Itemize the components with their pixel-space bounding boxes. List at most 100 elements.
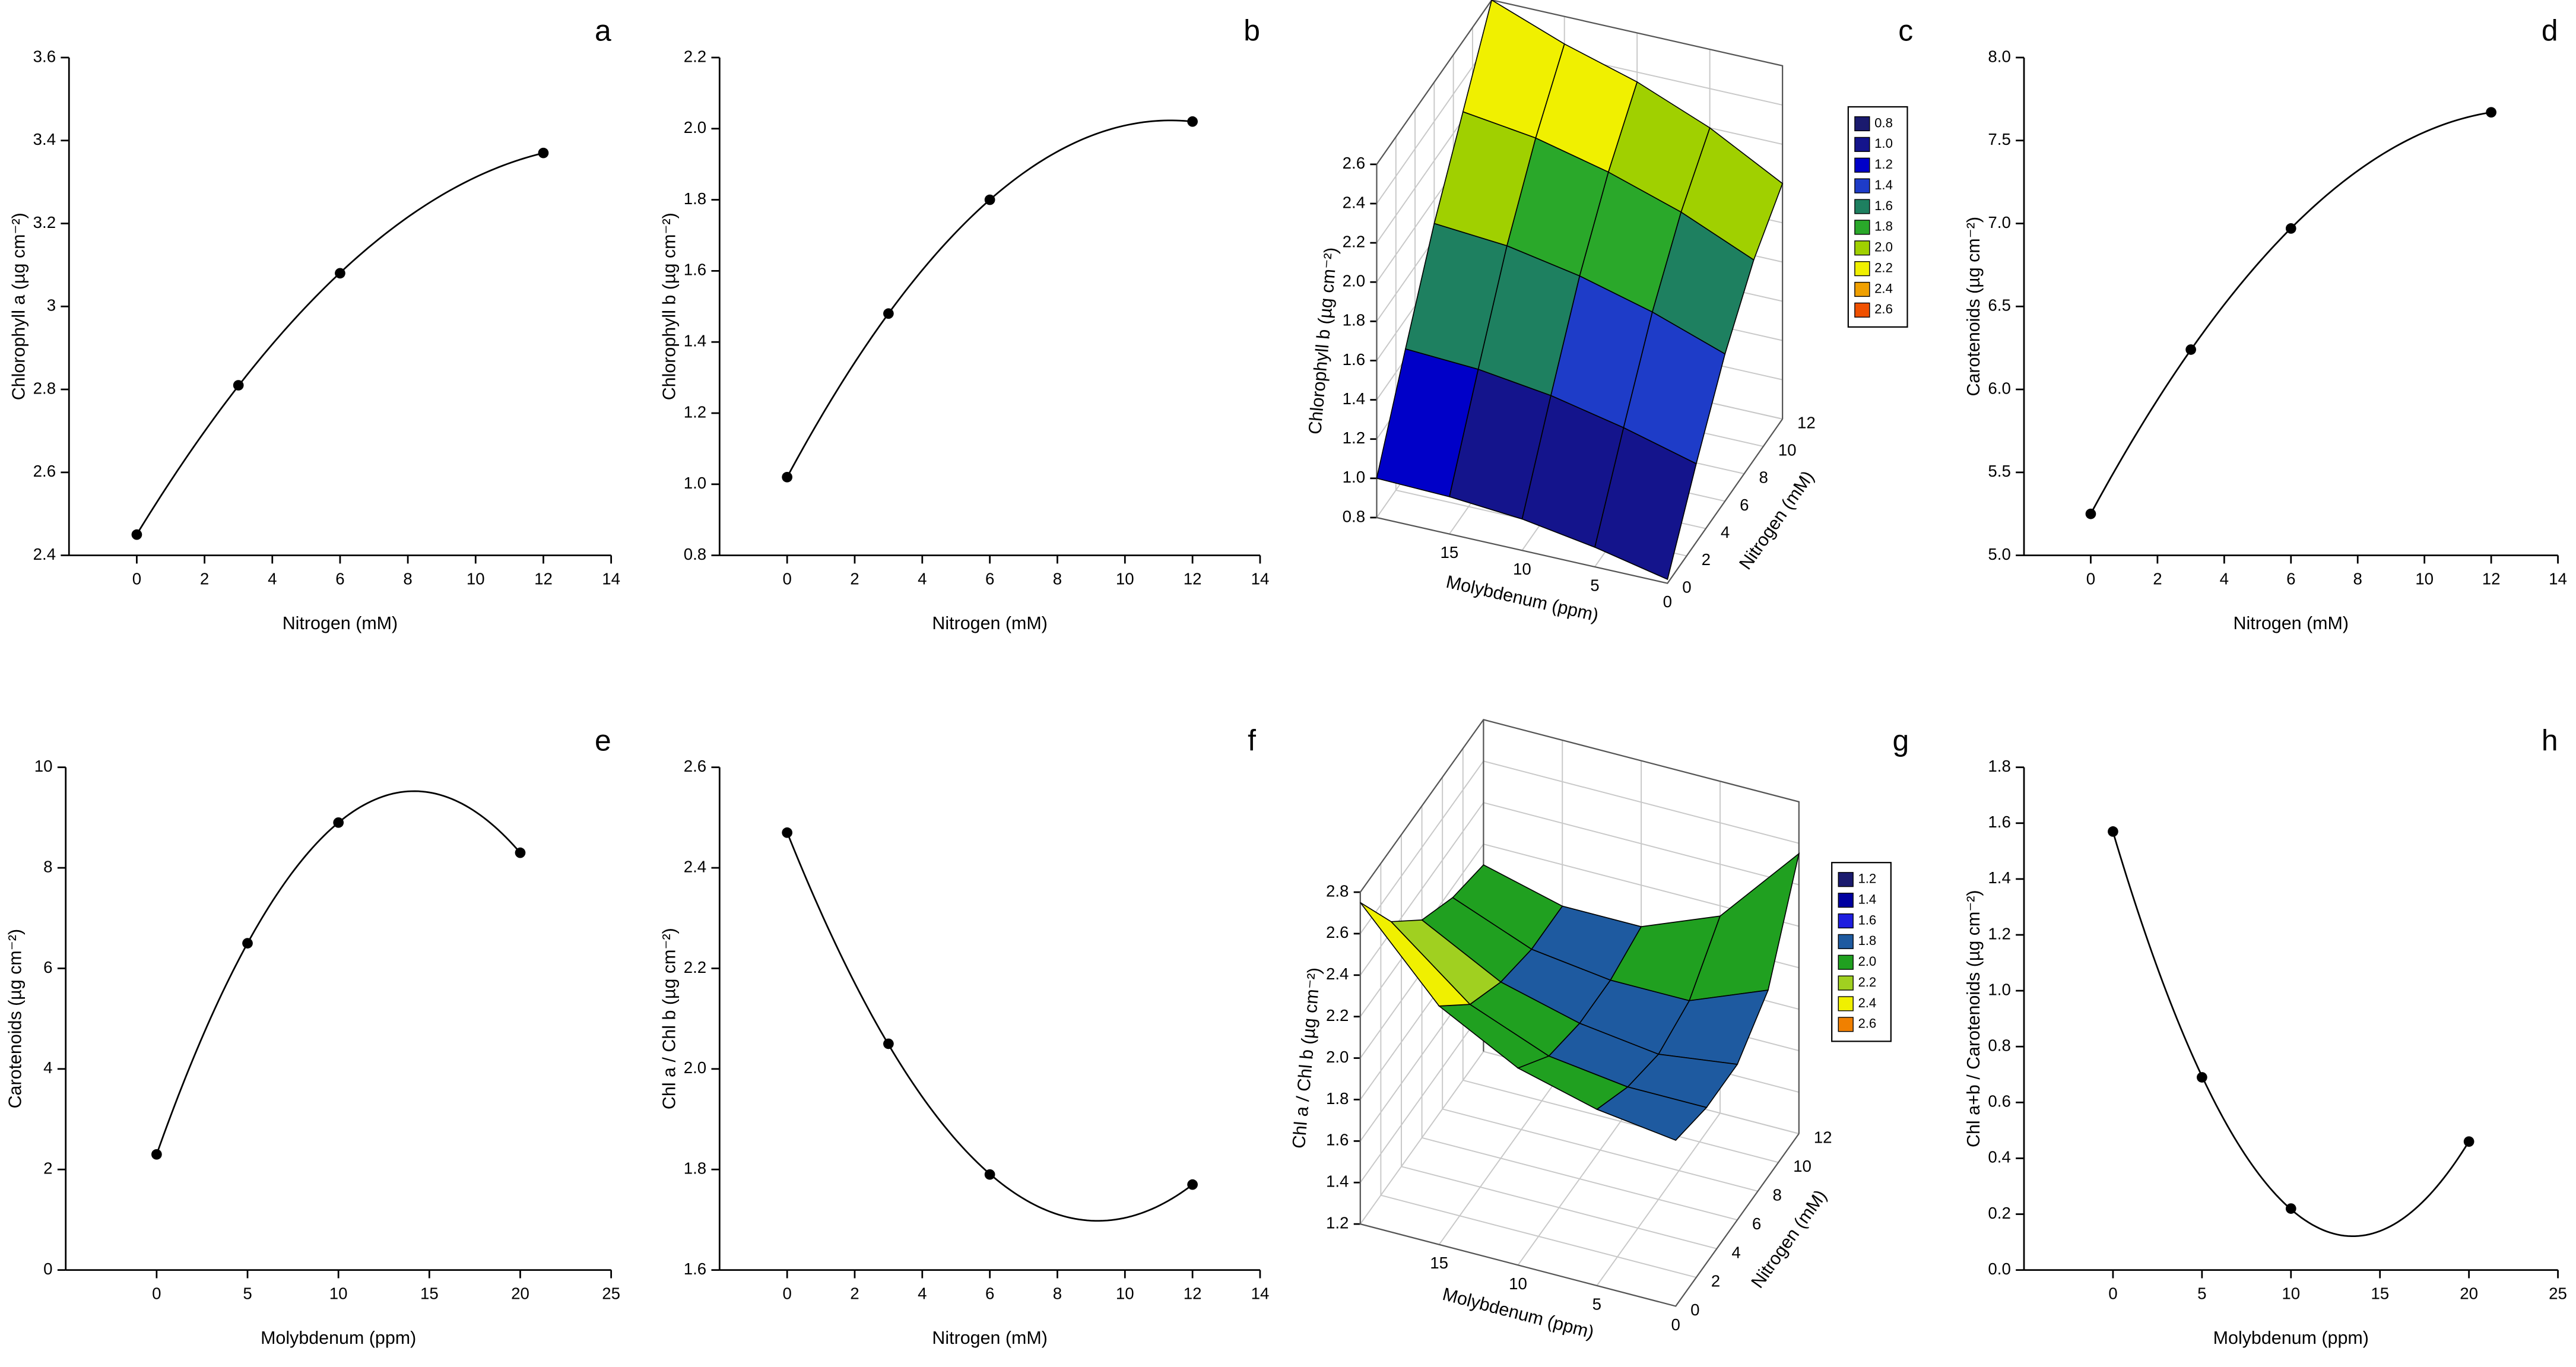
y-tick-label: 1.0 bbox=[1988, 980, 2010, 998]
y-axis-label: Carotenoids (µg cm⁻²) bbox=[5, 929, 26, 1109]
x-tick-label: 14 bbox=[602, 569, 620, 588]
legend-label: 1.6 bbox=[1858, 912, 1876, 927]
panel-letter: c bbox=[1898, 14, 1913, 47]
y-tick-label: 0.8 bbox=[1988, 1036, 2010, 1055]
x-tick-label: 2 bbox=[2153, 569, 2162, 588]
data-point bbox=[1187, 116, 1198, 127]
x-tick-label: 0 bbox=[152, 1284, 161, 1302]
fit-curve bbox=[2090, 111, 2492, 515]
y-tick-label: 1.4 bbox=[1988, 868, 2010, 887]
y-tick-label: 6 bbox=[1740, 496, 1749, 514]
legend-swatch bbox=[1854, 261, 1870, 277]
legend-label: 2.2 bbox=[1858, 975, 1876, 989]
data-point bbox=[984, 194, 995, 205]
y-tick-label: 6.0 bbox=[1988, 379, 2010, 397]
z-tick-label: 1.2 bbox=[1326, 1213, 1349, 1232]
legend-swatch bbox=[1854, 199, 1870, 214]
legend-swatch bbox=[1838, 872, 1854, 887]
z-axis-label: Chlorophyll b (µg cm⁻²) bbox=[1305, 246, 1341, 435]
y-axis-label: Nitrogen (mM) bbox=[1747, 1186, 1831, 1292]
box-edge bbox=[1359, 719, 1800, 1134]
surface-cell bbox=[1360, 902, 1471, 1007]
y-tick-label: 7.5 bbox=[1988, 130, 2010, 148]
legend-swatch bbox=[1854, 137, 1870, 152]
legend-label: 1.6 bbox=[1874, 198, 1893, 213]
x-tick-label: 5 bbox=[1592, 1295, 1601, 1313]
panel-letter: a bbox=[595, 14, 611, 47]
x-tick-label: 15 bbox=[1441, 543, 1459, 562]
legend-swatch bbox=[1838, 996, 1854, 1011]
y-tick-label: 6 bbox=[43, 958, 52, 976]
legend-swatch bbox=[1854, 281, 1870, 297]
legend-swatch bbox=[1838, 913, 1854, 929]
data-point bbox=[538, 147, 549, 158]
z-tick-label: 1.2 bbox=[1343, 429, 1365, 447]
y-tick-label: 7.0 bbox=[1988, 213, 2010, 231]
y-tick-label: 1.2 bbox=[1988, 924, 2010, 943]
z-axis-label: Chl a / Chl b (µg cm⁻²) bbox=[1289, 967, 1325, 1150]
z-tick-label: 0.8 bbox=[1343, 507, 1365, 525]
y-tick-label: 2 bbox=[1702, 550, 1711, 569]
y-tick-label: 1.0 bbox=[684, 474, 706, 492]
legend-label: 1.8 bbox=[1874, 219, 1893, 234]
y-tick-label: 2 bbox=[43, 1159, 52, 1178]
data-point bbox=[2196, 1072, 2207, 1083]
z-tick-label: 2.0 bbox=[1326, 1048, 1349, 1066]
x-tick-label: 20 bbox=[2460, 1284, 2478, 1302]
data-point bbox=[883, 1038, 894, 1049]
y-tick-label: 10 bbox=[1778, 441, 1797, 459]
y-tick-label: 0.2 bbox=[1988, 1204, 2010, 1222]
grid-line bbox=[1380, 863, 1697, 1279]
y-axis-label: Nitrogen (mM) bbox=[1736, 467, 1818, 573]
panel-letter: g bbox=[1893, 724, 1909, 757]
x-tick-label: 10 bbox=[1116, 569, 1134, 588]
y-tick-label: 3 bbox=[47, 296, 56, 315]
legend-label: 1.4 bbox=[1874, 177, 1893, 192]
y-tick-label: 2.2 bbox=[684, 958, 706, 976]
x-tick-label: 0 bbox=[782, 569, 791, 588]
legend-swatch bbox=[1854, 240, 1870, 256]
legend-box bbox=[1831, 862, 1892, 1042]
y-tick-label: 0.0 bbox=[1988, 1260, 2010, 1278]
data-point bbox=[984, 1169, 995, 1180]
legend-swatch bbox=[1838, 892, 1854, 908]
y-tick-label: 2.0 bbox=[684, 118, 706, 137]
y-tick-label: 1.8 bbox=[684, 189, 706, 208]
x-tick-label: 10 bbox=[1116, 1284, 1134, 1302]
legend-label: 1.2 bbox=[1874, 157, 1893, 172]
y-tick-label: 2 bbox=[1711, 1272, 1720, 1290]
y-tick-label: 8.0 bbox=[1988, 47, 2010, 65]
y-tick-label: 5.5 bbox=[1988, 462, 2010, 480]
z-tick-label: 1.6 bbox=[1326, 1131, 1349, 1149]
y-axis-label: Chlorophyll b (µg cm⁻²) bbox=[659, 212, 679, 400]
x-tick-label: 14 bbox=[2549, 569, 2567, 588]
y-tick-label: 8 bbox=[1759, 468, 1768, 487]
legend-label: 2.4 bbox=[1874, 281, 1893, 296]
y-tick-label: 0 bbox=[1690, 1301, 1699, 1319]
x-tick-label: 5 bbox=[243, 1284, 252, 1302]
x-tick-label: 2 bbox=[200, 569, 209, 588]
y-tick-label: 1.6 bbox=[684, 261, 706, 279]
fit-curve bbox=[786, 832, 1193, 1222]
x-tick-label: 0 bbox=[1671, 1315, 1680, 1334]
fit-curve bbox=[156, 790, 521, 1155]
data-point bbox=[515, 847, 526, 858]
x-tick-label: 12 bbox=[534, 569, 553, 588]
x-tick-label: 20 bbox=[511, 1284, 529, 1302]
y-tick-label: 0.4 bbox=[1988, 1148, 2010, 1166]
y-axis-label: Chl a / Chl b (µg cm⁻²) bbox=[659, 928, 679, 1109]
x-axis-label: Molybdenum (ppm) bbox=[1444, 572, 1600, 626]
panel-letter: b bbox=[1243, 14, 1260, 47]
x-tick-label: 15 bbox=[2371, 1284, 2389, 1302]
x-tick-label: 8 bbox=[2353, 569, 2362, 588]
data-point bbox=[2285, 1203, 2296, 1214]
x-tick-label: 10 bbox=[329, 1284, 348, 1302]
panel-letter: e bbox=[595, 724, 611, 757]
z-tick-label: 2.6 bbox=[1343, 154, 1365, 172]
x-tick-label: 5 bbox=[1590, 576, 1599, 595]
legend-label: 2.4 bbox=[1858, 995, 1876, 1010]
y-tick-label: 12 bbox=[1797, 413, 1816, 432]
x-tick-label: 4 bbox=[268, 569, 277, 588]
legend-swatch bbox=[1854, 116, 1870, 132]
